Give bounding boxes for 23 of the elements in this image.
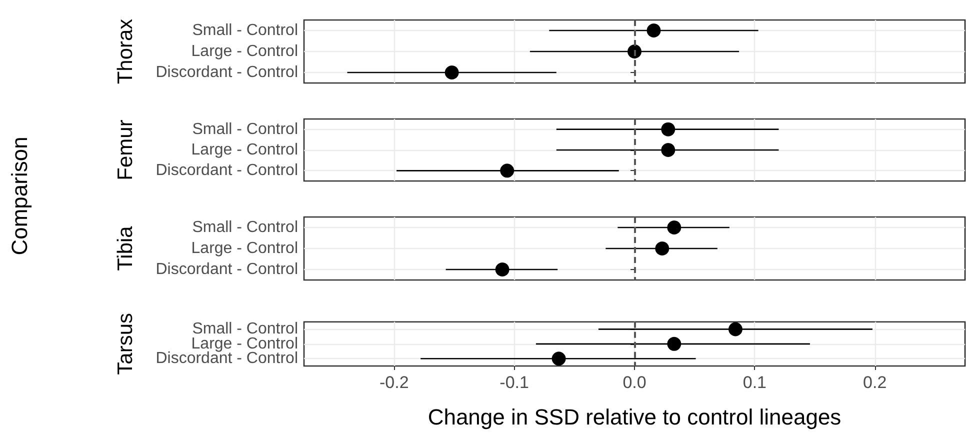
- x-tick-label: -0.1: [500, 373, 529, 392]
- x-tick-label: 0.0: [622, 373, 646, 392]
- y-tick-label: Small - Control: [192, 320, 298, 338]
- y-tick-label: Small - Control: [192, 120, 298, 138]
- y-tick-label: Discordant - Control: [156, 261, 298, 278]
- x-tick-label: 0.2: [863, 373, 887, 392]
- y-tick-label: Small - Control: [192, 22, 298, 39]
- text: Femur: [114, 120, 137, 180]
- x-axis-title: Change in SSD relative to control lineages: [428, 404, 842, 430]
- x-tick-label: 0.1: [742, 373, 766, 392]
- y-tick-label: Large - Control: [191, 142, 298, 158]
- y-tick-label: Discordant - Control: [156, 64, 298, 81]
- y-tick-label: Large - Control: [191, 43, 298, 60]
- y-axis-title: Comparison: [7, 136, 33, 256]
- text: Thorax: [114, 18, 137, 84]
- y-tick-label: Discordant - Control: [156, 350, 298, 368]
- x-tick-label: -0.2: [379, 373, 409, 392]
- text: Tibia: [114, 226, 137, 271]
- y-tick-label: Large - Control: [191, 240, 298, 257]
- y-tick-label: Large - Control: [191, 335, 298, 352]
- text: Tarsus: [114, 312, 137, 375]
- y-tick-label: Discordant - Control: [156, 162, 298, 180]
- y-tick-label: Small - Control: [192, 219, 298, 236]
